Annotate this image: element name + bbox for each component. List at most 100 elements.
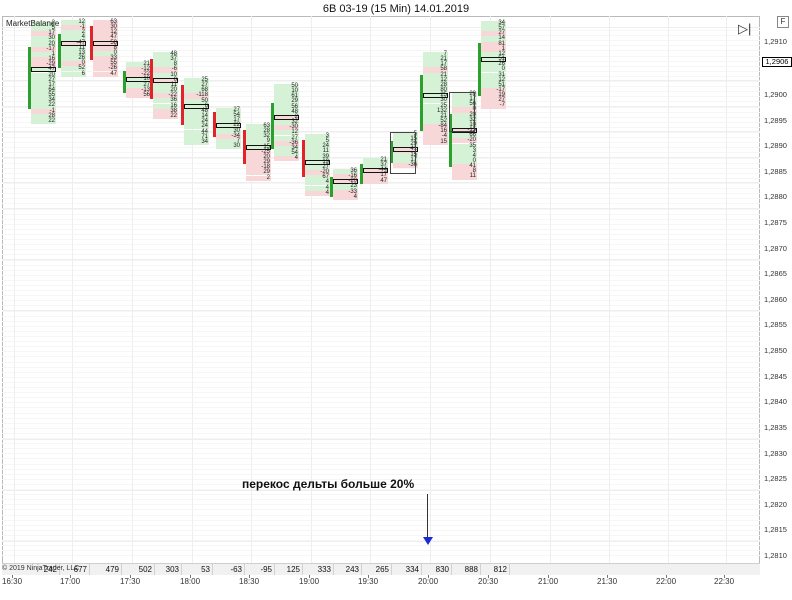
delta-cell: 242 [31,564,60,575]
price-label: 1,2885 [764,167,787,176]
grid-line-minor [2,320,760,322]
time-tick [70,575,71,578]
footprint-cell: 11 [305,148,330,155]
grid-line-minor [2,121,760,123]
footprint-cell: 56 [126,92,151,99]
footprint-cell: -20 [452,137,477,144]
footprint-cell: 28 [423,82,448,89]
footprint-cell: 15 [246,144,271,150]
footprint-cell: 36 [153,97,178,104]
grid-line-horizontal [2,413,760,414]
grid-line-minor [2,463,760,465]
grid-line-minor [2,422,760,424]
poc-level [423,93,448,99]
footprint-cell: 63 [246,123,271,130]
footprint-cell: 30 [31,35,56,42]
footprint-cell: 34 [481,20,506,27]
footprint-cell: 47 [93,34,118,41]
time-tick [548,575,549,578]
skip-forward-icon[interactable]: ▷| [738,21,752,36]
footprint-cell: 3 [305,133,330,140]
grid-line-minor [2,116,760,118]
footprint-cell: -118 [184,92,209,99]
price-label: 1,2880 [764,192,787,201]
grid-line-minor [2,60,760,62]
footprint-cell: 39 [305,154,330,160]
time-label: 21:00 [538,577,559,586]
footprint-cell: 1 [481,46,506,52]
grid-line-minor [2,402,760,404]
footprint-cell: 15 [423,139,448,145]
price-axis[interactable]: 1,2910 1,2900 1,2895 1,2890 1,2885 1,2880 1,28… [760,16,792,575]
delta-cell: 303 [153,564,182,575]
footprint-cell: -4 [423,133,448,140]
footprint-cell: 21 [423,72,448,78]
grid-line-minor [2,534,760,536]
footprint-cell: 63 [93,19,118,26]
grid-line-minor [2,310,760,312]
footprint-cell: 50 [184,98,209,104]
grid-line-minor [2,213,760,215]
price-label: 1,2845 [764,372,787,381]
time-label: 21:30 [597,577,618,586]
chart-config-icon[interactable]: F [777,16,789,28]
footprint-cell: 29 [274,98,299,105]
price-label: 1,2855 [764,320,787,329]
up-candle-body [123,71,126,93]
grid-line-minor [2,203,760,205]
grid-line-minor [2,366,760,368]
footprint-cell: 12 [423,77,448,83]
grid-line-minor [2,65,760,67]
grid-line-minor [2,509,760,511]
footprint-cell: 66 [452,132,477,139]
grid-line-horizontal [2,362,760,363]
footprint-cell: 50 [274,83,299,90]
footprint-cell: 21 [423,56,448,63]
grid-line-minor [2,50,760,52]
footprint-cell: 1 [31,51,56,58]
grid-line-minor [2,96,760,98]
time-label: 18:30 [239,577,260,586]
grid-line-minor [2,295,760,297]
footprint-cell: -36 [274,140,299,146]
time-label: 17:30 [120,577,141,586]
up-candle-body [28,47,31,109]
grid-line-minor [2,193,760,195]
up-candle-body [449,114,452,167]
copyright-text: © 2019 NinjaTrader, LLC [2,565,80,572]
last-price-marker: 1,2906 [762,57,792,67]
time-tick [130,575,131,578]
grid-line-minor [2,188,760,190]
annotation-text: перекос дельты больше 20% [242,477,415,491]
footprint-cell: 56 [274,104,299,110]
delta-cell: 830 [423,564,452,575]
delta-cell: -63 [216,564,245,575]
footprint-cell: -20 [305,169,330,176]
footprint-cell: -12 [126,66,151,73]
time-tick [368,575,369,578]
footprint-cell: 4 [333,194,358,200]
footprint-cell: 55 [93,60,118,67]
poc-level [216,123,241,129]
footprint-cell: 34 [31,97,56,104]
footprint-cell: -33 [333,189,358,195]
footprint-cell: 48 [153,51,178,58]
footprint-cell: 58 [93,40,118,46]
grid-line-minor [2,285,760,286]
grid-line-minor [2,86,760,88]
footprint-cell: 7 [216,138,241,145]
footprint-cell: 71 [184,134,209,140]
footprint-cell: 20 [31,72,56,78]
footprint-cell: 24 [184,118,209,125]
price-label: 1,2875 [764,218,787,227]
delta-cell: 125 [274,564,303,575]
grid-line-minor [2,356,760,358]
footprint-cell: 4 [305,190,330,196]
footprint-cell: 17 [216,117,241,124]
time-axis[interactable]: 16:30 17:00 17:30 18:00 18:30 19:00 19:30 20:00… [0,575,760,600]
footprint-cell: -1 [31,108,56,114]
footprint-cell: 28 [31,113,56,119]
grid-line-minor [2,407,760,409]
grid-line-vertical [192,16,193,575]
grid-line-minor [2,239,760,241]
